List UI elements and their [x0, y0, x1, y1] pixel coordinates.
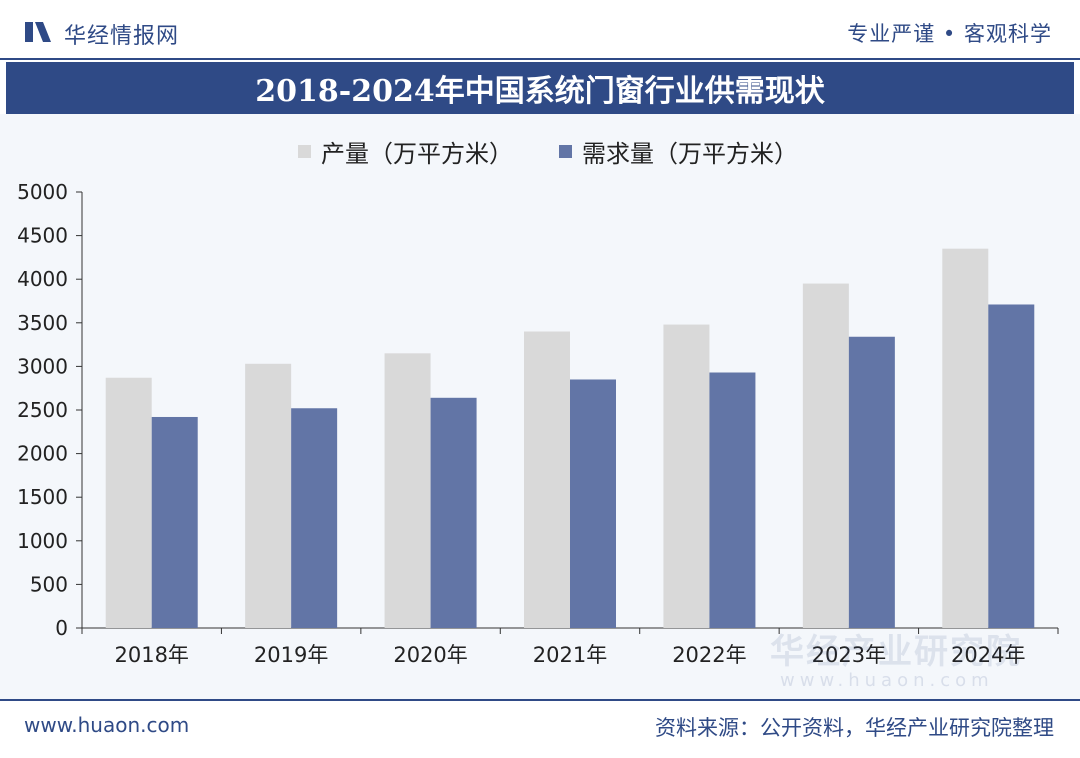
bar-production: [384, 353, 431, 628]
brand-name: 华经情报网: [64, 24, 180, 49]
bar-demand: [151, 416, 198, 628]
y-tick-label: 1000: [17, 529, 68, 553]
bar-demand: [848, 336, 895, 628]
x-tick-label: 2019年: [254, 643, 328, 667]
y-tick-label: 3000: [17, 354, 68, 378]
y-tick-label: 5000: [17, 180, 68, 204]
x-tick-label: 2021年: [533, 643, 607, 667]
y-tick-label: 1500: [17, 485, 68, 509]
legend-label-demand: 需求量（万平方米）: [582, 140, 798, 168]
y-tick-label: 2500: [17, 398, 68, 422]
x-tick-label: 2022年: [672, 643, 746, 667]
bar-production: [105, 377, 152, 628]
bar-production: [802, 283, 849, 628]
x-tick-label: 2024年: [951, 643, 1025, 667]
bar-production: [245, 363, 292, 628]
x-tick-label: 2020年: [393, 643, 467, 667]
legend-swatch-production: [298, 145, 311, 158]
slogan: 专业严谨 • 客观科学: [847, 22, 1052, 46]
footer-site[interactable]: www.huaon.com: [24, 713, 190, 737]
top-bar: 华经情报网 专业严谨 • 客观科学: [0, 0, 1080, 60]
title-bar: 2018-2024年中国系统门窗行业供需现状: [6, 62, 1074, 114]
bar-production: [524, 331, 570, 628]
huajing-logo-icon: [25, 22, 51, 42]
bar-demand: [291, 408, 338, 628]
y-tick-label: 2000: [17, 442, 68, 466]
chart-legend: 产量（万平方米） 需求量（万平方米）: [0, 134, 1080, 169]
footer-source: 资料来源：公开资料，华经产业研究院整理: [655, 716, 1054, 740]
bar-chart: 0 500 1000 1500 2000 2500 3000 3500 4000 4500 5000…: [17, 180, 1059, 667]
bar-demand: [570, 379, 616, 628]
chart-title: 2018-2024年中国系统门窗行业供需现状: [255, 74, 825, 109]
watermark-url: www.huaon.com: [780, 670, 994, 691]
y-tick-label: 500: [30, 572, 68, 596]
y-tick-label: 4500: [17, 224, 68, 248]
bar-demand: [430, 397, 477, 628]
legend-item-production: 产量（万平方米）: [298, 134, 513, 169]
y-tick-label: 3500: [17, 311, 68, 335]
x-tick-label: 2018年: [114, 643, 188, 667]
y-tick-label: 0: [55, 616, 68, 640]
watermark-name: 华经产业研究院: [770, 632, 1022, 672]
footer: www.huaon.com 资料来源：公开资料，华经产业研究院整理: [0, 699, 1080, 758]
legend-swatch-demand: [559, 145, 572, 158]
bar-production: [663, 324, 710, 628]
legend-item-demand: 需求量（万平方米）: [559, 134, 798, 169]
bar-production: [942, 248, 989, 628]
x-tick-label: 2023年: [812, 643, 886, 667]
y-tick-label: 4000: [17, 267, 68, 291]
bar-demand: [709, 372, 756, 628]
bar-demand: [988, 304, 1035, 628]
legend-label-production: 产量（万平方米）: [321, 140, 513, 168]
